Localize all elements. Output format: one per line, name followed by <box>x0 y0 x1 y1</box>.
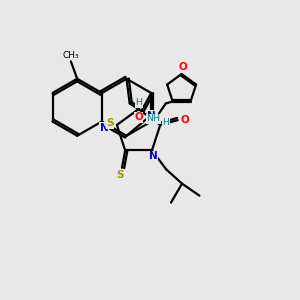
Text: NH: NH <box>146 114 160 123</box>
Text: O: O <box>134 112 143 122</box>
Text: O: O <box>178 62 187 72</box>
Text: O: O <box>180 115 189 124</box>
Text: S: S <box>116 170 124 180</box>
Text: CH₃: CH₃ <box>62 51 79 60</box>
Text: H: H <box>162 118 169 127</box>
Text: N: N <box>100 123 109 133</box>
Text: S: S <box>106 118 114 128</box>
Text: N: N <box>148 111 156 121</box>
Text: N: N <box>149 151 158 161</box>
Text: H: H <box>135 98 142 107</box>
